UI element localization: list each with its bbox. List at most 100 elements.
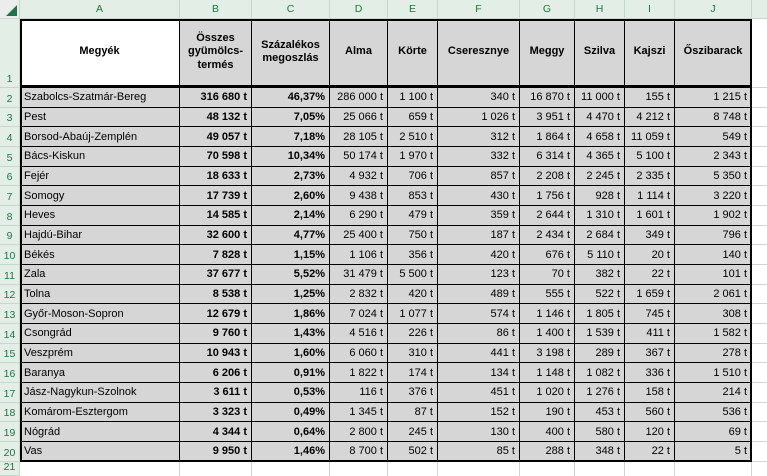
data-cell[interactable]: 1,60% — [252, 343, 330, 364]
data-cell[interactable]: 659 t — [388, 107, 438, 128]
data-cell[interactable]: 86 t — [438, 324, 520, 344]
data-cell[interactable]: Hajdú-Bihar — [20, 225, 180, 246]
row-header-16[interactable]: 16 — [0, 363, 20, 384]
data-cell[interactable]: 25 066 t — [330, 107, 388, 128]
data-cell[interactable]: 4 365 t — [575, 147, 625, 167]
data-cell[interactable]: 1 756 t — [520, 186, 575, 207]
row-header-15[interactable]: 15 — [0, 343, 20, 364]
data-cell[interactable]: 857 t — [438, 166, 520, 187]
data-cell[interactable]: 332 t — [438, 147, 520, 167]
data-cell[interactable]: 140 t — [675, 245, 752, 266]
data-cell[interactable]: Békés — [20, 245, 180, 266]
column-header-B[interactable]: B — [180, 0, 252, 18]
data-cell[interactable]: 14 585 t — [180, 206, 252, 226]
header-cell[interactable]: Meggy — [520, 19, 575, 88]
data-cell[interactable]: 1 114 t — [625, 186, 675, 207]
data-cell[interactable]: Bács-Kiskun — [20, 147, 180, 167]
row-header-7[interactable]: 7 — [0, 186, 20, 207]
data-cell[interactable]: 8 748 t — [675, 107, 752, 128]
data-cell[interactable]: 0,53% — [252, 383, 330, 403]
data-cell[interactable]: 3 323 t — [180, 402, 252, 423]
data-cell[interactable]: 190 t — [520, 402, 575, 423]
data-cell[interactable]: 2 335 t — [625, 166, 675, 187]
data-cell[interactable]: 18 633 t — [180, 166, 252, 187]
data-cell[interactable]: 20 t — [625, 245, 675, 266]
data-cell[interactable]: 430 t — [438, 186, 520, 207]
empty-cell[interactable] — [388, 461, 438, 476]
data-cell[interactable]: 9 950 t — [180, 442, 252, 462]
empty-cell[interactable] — [20, 461, 180, 476]
data-cell[interactable]: 123 t — [438, 265, 520, 285]
data-cell[interactable]: 420 t — [438, 245, 520, 266]
data-cell[interactable]: 2 434 t — [520, 225, 575, 246]
data-cell[interactable]: 5 100 t — [625, 147, 675, 167]
column-header-J[interactable]: J — [675, 0, 752, 18]
data-cell[interactable]: 22 t — [625, 265, 675, 285]
data-cell[interactable]: 1 345 t — [330, 402, 388, 423]
data-cell[interactable]: 536 t — [675, 402, 752, 423]
header-cell[interactable]: Őszibarack — [675, 19, 752, 88]
data-cell[interactable]: 5 500 t — [388, 265, 438, 285]
data-cell[interactable]: 50 174 t — [330, 147, 388, 167]
data-cell[interactable]: 706 t — [388, 166, 438, 187]
data-cell[interactable]: 502 t — [388, 442, 438, 462]
column-header-C[interactable]: C — [252, 0, 330, 18]
data-cell[interactable]: 928 t — [575, 186, 625, 207]
data-cell[interactable]: 1 310 t — [575, 206, 625, 226]
data-cell[interactable]: 1,43% — [252, 324, 330, 344]
header-cell[interactable]: Körte — [388, 19, 438, 88]
data-cell[interactable]: 0,91% — [252, 363, 330, 384]
data-cell[interactable]: 451 t — [438, 383, 520, 403]
data-cell[interactable]: 1 582 t — [675, 324, 752, 344]
row-header-3[interactable]: 3 — [0, 107, 20, 128]
data-cell[interactable]: 1,46% — [252, 442, 330, 462]
data-cell[interactable]: 5,52% — [252, 265, 330, 285]
data-cell[interactable]: 2 832 t — [330, 284, 388, 305]
data-cell[interactable]: 411 t — [625, 324, 675, 344]
header-cell[interactable]: Szilva — [575, 19, 625, 88]
data-cell[interactable]: 359 t — [438, 206, 520, 226]
data-cell[interactable]: 853 t — [388, 186, 438, 207]
data-cell[interactable]: 5 t — [675, 442, 752, 462]
data-cell[interactable]: 4 932 t — [330, 166, 388, 187]
data-cell[interactable]: 22 t — [625, 442, 675, 462]
data-cell[interactable]: 17 739 t — [180, 186, 252, 207]
data-cell[interactable]: 12 679 t — [180, 304, 252, 325]
empty-cell[interactable] — [675, 461, 752, 476]
row-header-5[interactable]: 5 — [0, 147, 20, 167]
data-cell[interactable]: 310 t — [388, 343, 438, 364]
data-cell[interactable]: Borsod-Abaúj-Zemplén — [20, 127, 180, 148]
data-cell[interactable]: 1 020 t — [520, 383, 575, 403]
data-cell[interactable]: 226 t — [388, 324, 438, 344]
row-header-20[interactable]: 20 — [0, 442, 20, 462]
data-cell[interactable]: 1 100 t — [388, 88, 438, 108]
data-cell[interactable]: 1 864 t — [520, 127, 575, 148]
data-cell[interactable]: 1,86% — [252, 304, 330, 325]
column-header-A[interactable]: A — [20, 0, 180, 18]
data-cell[interactable]: 8 700 t — [330, 442, 388, 462]
data-cell[interactable]: Nógrád — [20, 422, 180, 443]
data-cell[interactable]: 2 061 t — [675, 284, 752, 305]
data-cell[interactable]: 1 400 t — [520, 324, 575, 344]
data-cell[interactable]: 85 t — [438, 442, 520, 462]
data-cell[interactable]: 580 t — [575, 422, 625, 443]
data-cell[interactable]: 2 510 t — [388, 127, 438, 148]
data-cell[interactable]: 1 082 t — [575, 363, 625, 384]
data-cell[interactable]: 348 t — [575, 442, 625, 462]
empty-cell[interactable] — [330, 461, 388, 476]
row-header-1[interactable]: 1 — [0, 19, 20, 88]
empty-cell[interactable] — [252, 461, 330, 476]
data-cell[interactable]: 1 106 t — [330, 245, 388, 266]
empty-cell[interactable] — [575, 461, 625, 476]
row-header-6[interactable]: 6 — [0, 166, 20, 187]
data-cell[interactable]: 37 677 t — [180, 265, 252, 285]
data-cell[interactable]: Győr-Moson-Sopron — [20, 304, 180, 325]
data-cell[interactable]: 1 659 t — [625, 284, 675, 305]
data-cell[interactable]: Baranya — [20, 363, 180, 384]
data-cell[interactable]: 1 077 t — [388, 304, 438, 325]
data-cell[interactable]: 6 206 t — [180, 363, 252, 384]
data-cell[interactable]: Komárom-Esztergom — [20, 402, 180, 423]
row-header-14[interactable]: 14 — [0, 324, 20, 344]
data-cell[interactable]: 25 400 t — [330, 225, 388, 246]
data-cell[interactable]: 340 t — [438, 88, 520, 108]
